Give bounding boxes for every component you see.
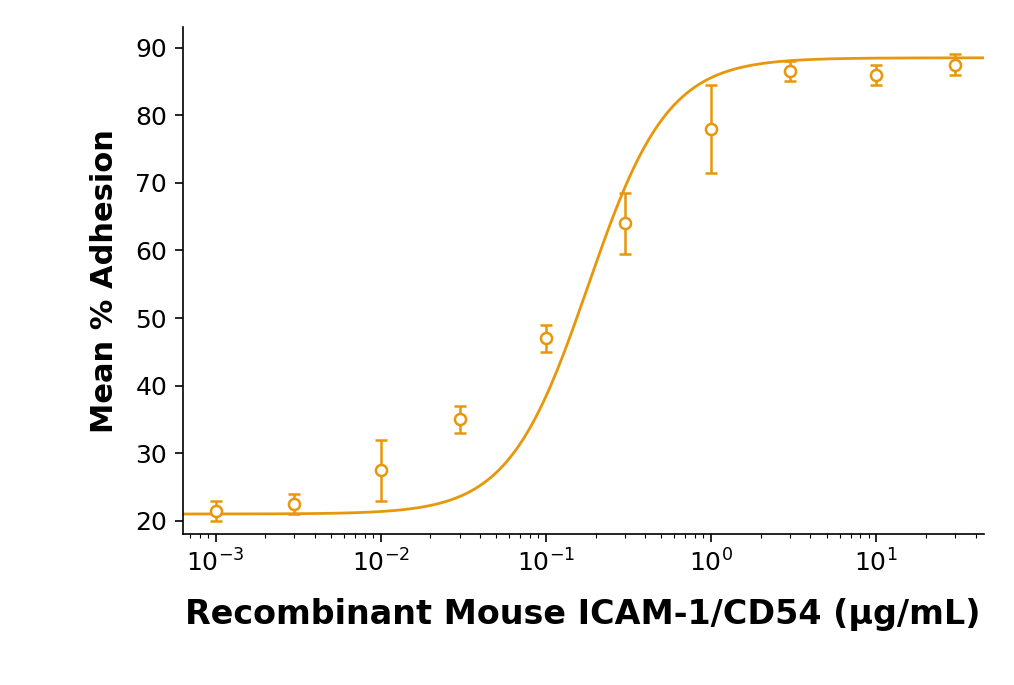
Y-axis label: Mean % Adhesion: Mean % Adhesion (89, 129, 119, 433)
X-axis label: Recombinant Mouse ICAM-1/CD54 (μg/mL): Recombinant Mouse ICAM-1/CD54 (μg/mL) (186, 597, 981, 631)
